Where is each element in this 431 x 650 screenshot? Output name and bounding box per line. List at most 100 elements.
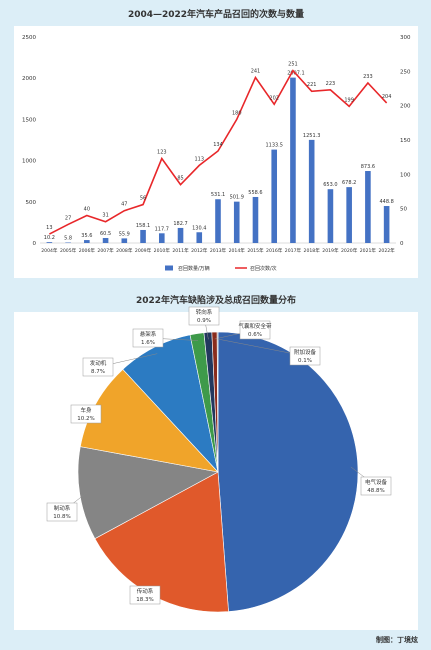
label-box xyxy=(239,320,271,340)
bar xyxy=(46,242,53,243)
bar xyxy=(308,139,315,243)
x-tick-label: 2008年 xyxy=(116,247,133,254)
slice-label: 0.6% xyxy=(248,332,262,338)
bar-label: 501.9 xyxy=(230,195,244,201)
x-tick-label: 2010年 xyxy=(154,247,171,254)
bar xyxy=(196,232,203,243)
chart-title: 2004—2022年汽车产品召回的次数与数量 xyxy=(128,8,304,20)
line-label: 180 xyxy=(232,110,242,116)
slice-label: 0.1% xyxy=(298,358,312,364)
slice-label: 18.3% xyxy=(136,597,153,603)
bar xyxy=(215,199,221,243)
line-label: 47 xyxy=(121,202,127,208)
label-box xyxy=(188,306,220,326)
x-tick-label: 2011年 xyxy=(172,247,189,254)
slice-label: 10.2% xyxy=(77,416,94,422)
line-label: 134 xyxy=(213,142,223,148)
x-tick-label: 2018年 xyxy=(304,247,321,254)
x-tick-label: 2007年 xyxy=(97,247,114,254)
line-label: 31 xyxy=(102,213,108,219)
line-label: 13 xyxy=(46,225,52,231)
x-tick-label: 2020年 xyxy=(341,247,358,254)
bar-label: 1251.3 xyxy=(303,133,321,139)
line-label: 233 xyxy=(363,74,373,80)
x-tick-label: 2014年 xyxy=(229,247,246,254)
line-label: 221 xyxy=(307,82,317,88)
bar xyxy=(140,229,146,243)
pie-slice xyxy=(77,446,219,540)
line-label: 241 xyxy=(251,69,261,75)
bar xyxy=(383,206,390,243)
line xyxy=(49,69,388,235)
line-label: 40 xyxy=(84,207,90,213)
label-box xyxy=(360,476,392,496)
slice-name: 车身 xyxy=(80,406,92,414)
bar-label: 158.1 xyxy=(136,223,150,229)
x-tick-label: 2005年 xyxy=(60,247,77,254)
slice-label: 10.8% xyxy=(53,514,70,520)
bar xyxy=(346,187,352,243)
bar-label: 873.6 xyxy=(361,164,375,170)
label-box xyxy=(289,346,321,366)
bar-label: 1133.5 xyxy=(265,143,283,149)
x-tick-label: 2006年 xyxy=(79,247,96,254)
y-tick-label: 500 xyxy=(26,200,37,206)
legend-swatch xyxy=(165,265,173,271)
bar xyxy=(158,233,165,243)
x-tick-label: 2009年 xyxy=(135,247,152,254)
x-tick-label: 2015年 xyxy=(247,247,264,254)
y-tick-label: 2000 xyxy=(22,76,36,82)
bar xyxy=(121,238,128,243)
bar-label: 558.6 xyxy=(248,190,262,196)
line-label: 199 xyxy=(344,97,354,103)
x-tick-label: 2022年 xyxy=(378,247,395,254)
bar-label: 117.7 xyxy=(155,226,169,232)
pie-slice xyxy=(216,331,219,473)
y-tick-label: 1500 xyxy=(22,117,36,123)
bar-label: 60.5 xyxy=(100,231,111,237)
slice-name: 气囊和安全带 xyxy=(238,322,272,330)
x-tick-label: 2012年 xyxy=(191,247,208,254)
x-tick-label: 2013年 xyxy=(210,247,227,254)
bar xyxy=(233,201,240,243)
slice-name: 制动系 xyxy=(54,504,71,512)
line-label: 113 xyxy=(194,156,204,162)
legend-label: 召回数量/万辆 xyxy=(178,265,210,272)
bar-label: 448.8 xyxy=(379,199,393,205)
chart-title: 2022年汽车缺陷涉及总成召回数量分布 xyxy=(136,294,296,306)
slice-label: 0.9% xyxy=(197,318,211,324)
bar xyxy=(252,196,259,243)
bar xyxy=(102,238,109,243)
y2-tick-label: 250 xyxy=(400,69,411,75)
bar xyxy=(271,149,278,243)
y2-tick-label: 300 xyxy=(400,35,411,41)
bar xyxy=(84,240,90,243)
bar-label: 531.1 xyxy=(211,192,225,198)
x-tick-label: 2004年 xyxy=(41,247,58,254)
slice-name: 发动机 xyxy=(90,359,107,367)
bar-label: 130.4 xyxy=(192,225,206,231)
credit: 制图：丁境炫 xyxy=(376,635,418,644)
y2-tick-label: 50 xyxy=(400,207,407,213)
y-tick-label: 1000 xyxy=(22,159,36,165)
y2-tick-label: 200 xyxy=(400,104,411,110)
pie-slice xyxy=(79,368,219,473)
line-label: 85 xyxy=(177,176,183,182)
line-label: 204 xyxy=(382,94,392,100)
bar xyxy=(290,77,296,243)
bar-label: 182.7 xyxy=(173,221,187,227)
label-box xyxy=(132,328,164,348)
slice-label: 1.6% xyxy=(141,340,155,346)
pie-slice xyxy=(217,331,359,612)
slice-name: 附加设备 xyxy=(294,348,317,356)
legend-label: 召回次数/次 xyxy=(250,265,277,272)
slice-label: 8.7% xyxy=(91,369,105,375)
x-tick-label: 2016年 xyxy=(266,247,283,254)
x-tick-label: 2021年 xyxy=(360,247,377,254)
bar xyxy=(177,227,184,243)
bar-label: 10.2 xyxy=(44,235,55,241)
y-tick-label: 2500 xyxy=(22,35,36,41)
bar-label: 678.2 xyxy=(342,180,356,186)
